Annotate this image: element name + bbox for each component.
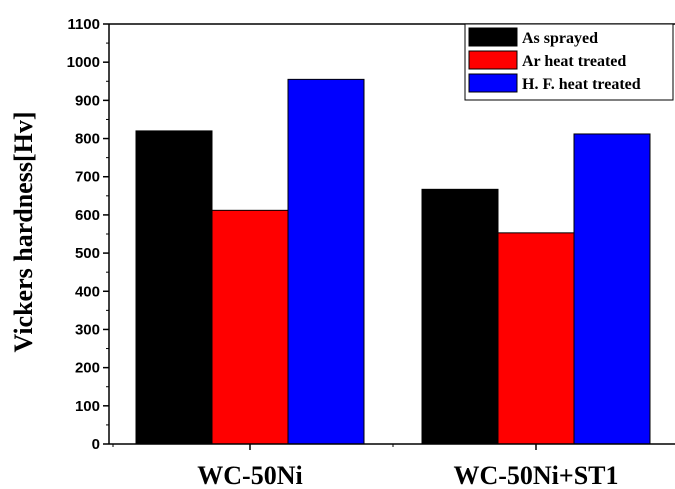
- y-tick-label: 500: [75, 245, 100, 262]
- y-tick-label: 900: [75, 92, 100, 109]
- legend-swatch: [468, 73, 518, 93]
- legend-swatch: [468, 50, 518, 70]
- axes-group: 0 100 200 300 400 500 600 700 800 900 1000 1100 WC-5…: [67, 16, 675, 489]
- y-tick-label: 100: [75, 398, 100, 415]
- bars-group: [135, 78, 651, 445]
- y-tick-label: 1000: [67, 54, 100, 71]
- y-axis-label: Vickers hardness[Hv]: [9, 112, 38, 353]
- bar-1-1: [135, 130, 213, 445]
- legend-label: H. F. heat treated: [522, 76, 641, 93]
- y-tick-label: 700: [75, 169, 100, 186]
- bar-3-1: [287, 78, 365, 445]
- y-tick-label: 800: [75, 131, 100, 148]
- bar-2-2: [497, 232, 575, 445]
- y-tick-label: 600: [75, 207, 100, 224]
- legend-swatch: [468, 27, 518, 47]
- legend-label: Ar heat treated: [522, 53, 626, 70]
- y-tick-label: 1100: [67, 16, 100, 33]
- y-tick-label: 300: [75, 321, 100, 338]
- legend-label: As sprayed: [522, 30, 598, 47]
- y-tick-label: 200: [75, 360, 100, 377]
- x-tick-label: WC-50Ni+ST1: [453, 461, 618, 489]
- legend: As sprayed Ar heat treated H. F. heat trea…: [464, 23, 674, 101]
- bar-1-2: [421, 188, 499, 445]
- bar-3-2: [573, 133, 651, 445]
- y-tick-label: 0: [92, 436, 100, 453]
- x-tick-label: WC-50Ni: [197, 461, 302, 489]
- y-tick-label: 400: [75, 283, 100, 300]
- bar-2-1: [211, 209, 289, 445]
